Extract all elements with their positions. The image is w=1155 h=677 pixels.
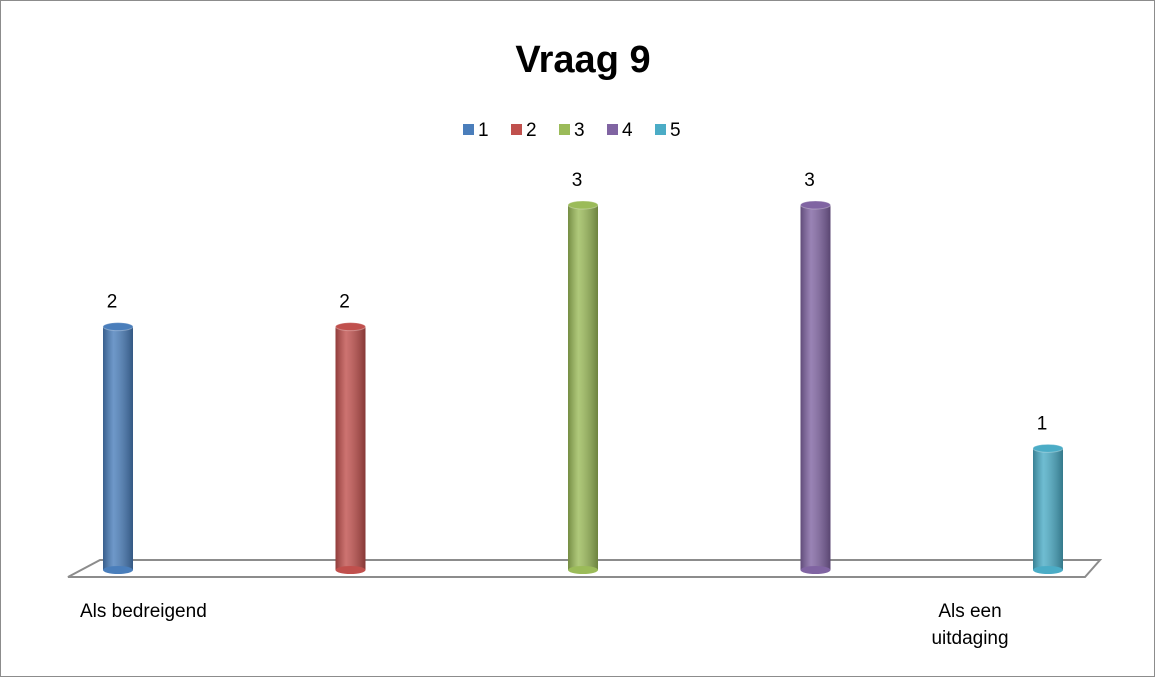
data-label: 3 (572, 170, 583, 191)
chart-title: Vraag 9 (515, 39, 650, 81)
legend-swatch (511, 124, 522, 135)
bar-top (800, 200, 831, 210)
bar-bottom (1033, 566, 1063, 574)
bar-bottom (800, 566, 831, 574)
legend-swatch (559, 124, 570, 135)
data-label: 3 (804, 170, 815, 191)
data-label: 1 (1037, 413, 1048, 434)
bar-bottom (103, 566, 133, 574)
bar-shade (335, 326, 366, 570)
bar-top (102, 322, 134, 332)
annotation: Als bedreigend (80, 601, 207, 622)
bar-top (567, 200, 599, 210)
bar-shade (800, 205, 831, 570)
bar-bottom (335, 566, 366, 574)
bar-shade (568, 205, 598, 570)
legend-label: 3 (574, 120, 585, 141)
legend-label: 2 (526, 120, 537, 141)
bar-top (335, 322, 366, 332)
data-label: 2 (107, 292, 118, 313)
annotation: Als een uitdaging (931, 601, 1009, 649)
legend-swatch (607, 124, 618, 135)
legend-swatch (655, 124, 666, 135)
legend-label: 1 (478, 120, 489, 141)
legend-label: 5 (670, 120, 681, 141)
legend-label: 4 (622, 120, 633, 141)
data-label: 2 (339, 292, 350, 313)
bar-bottom (568, 566, 598, 574)
bar-top (1032, 443, 1064, 453)
bar-shade (1033, 448, 1063, 570)
bar-shade (103, 326, 133, 570)
legend-swatch (463, 124, 474, 135)
